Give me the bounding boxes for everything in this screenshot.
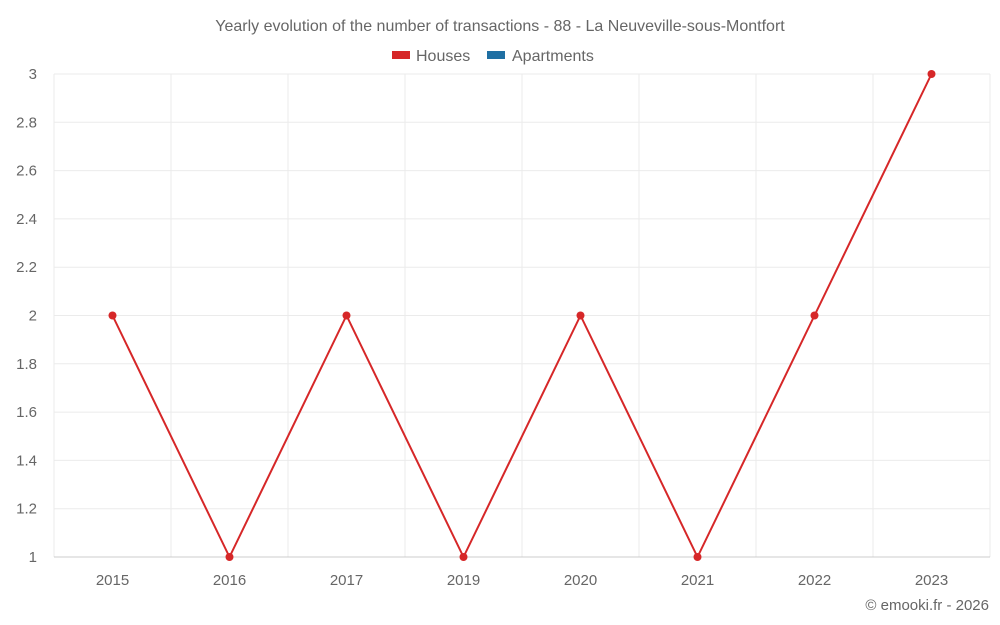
series-group [108,70,936,561]
y-tick-label: 1.6 [16,404,37,421]
series-line-houses [111,73,933,558]
y-axis-labels: 1 1.2 1.4 1.6 1.8 2 2.2 2.4 2.6 2.8 3 [16,66,37,566]
x-tick-label: 2023 [915,572,948,589]
legend-swatch-houses [392,51,410,59]
y-tick-label: 2.6 [16,163,37,180]
data-point-houses-2022[interactable] [810,311,819,320]
data-point-houses-2016[interactable] [225,553,234,561]
y-tick-label: 1 [29,549,37,566]
legend-label-apartments: Apartments [512,48,594,65]
y-tick-label: 3 [29,66,37,83]
y-tick-label: 2 [29,308,37,325]
data-point-houses-2023[interactable] [927,70,936,78]
y-tick-label: 1.8 [16,356,37,373]
x-tick-label: 2016 [213,572,246,589]
legend-swatch-apartments [487,51,505,59]
grid [53,73,991,558]
chart-title: Yearly evolution of the number of transa… [215,18,785,35]
x-tick-label: 2022 [798,572,831,589]
legend-label-houses: Houses [416,48,470,65]
data-point-houses-2020[interactable] [576,311,585,320]
data-point-houses-2017[interactable] [342,311,351,320]
credit-text: © emooki.fr - 2026 [865,597,989,614]
y-tick-label: 2.4 [16,211,37,228]
data-point-houses-2019[interactable] [459,553,468,561]
y-tick-label: 2.2 [16,259,37,276]
x-tick-label: 2020 [564,572,597,589]
y-tick-label: 1.4 [16,452,37,469]
y-tick-label: 2.8 [16,114,37,131]
y-tick-label: 1.2 [16,501,37,518]
x-tick-label: 2017 [330,572,363,589]
x-axis-labels: 2015 2016 2017 2019 2020 2021 2022 2023 [96,572,948,589]
legend-item-apartments[interactable]: Apartments [487,48,594,65]
legend: Houses Apartments [392,48,594,65]
legend-item-houses[interactable]: Houses [392,48,470,65]
x-tick-label: 2015 [96,572,129,589]
data-point-houses-2015[interactable] [108,311,117,320]
data-point-houses-2021[interactable] [693,553,702,561]
x-tick-label: 2021 [681,572,714,589]
x-tick-label: 2019 [447,572,480,589]
